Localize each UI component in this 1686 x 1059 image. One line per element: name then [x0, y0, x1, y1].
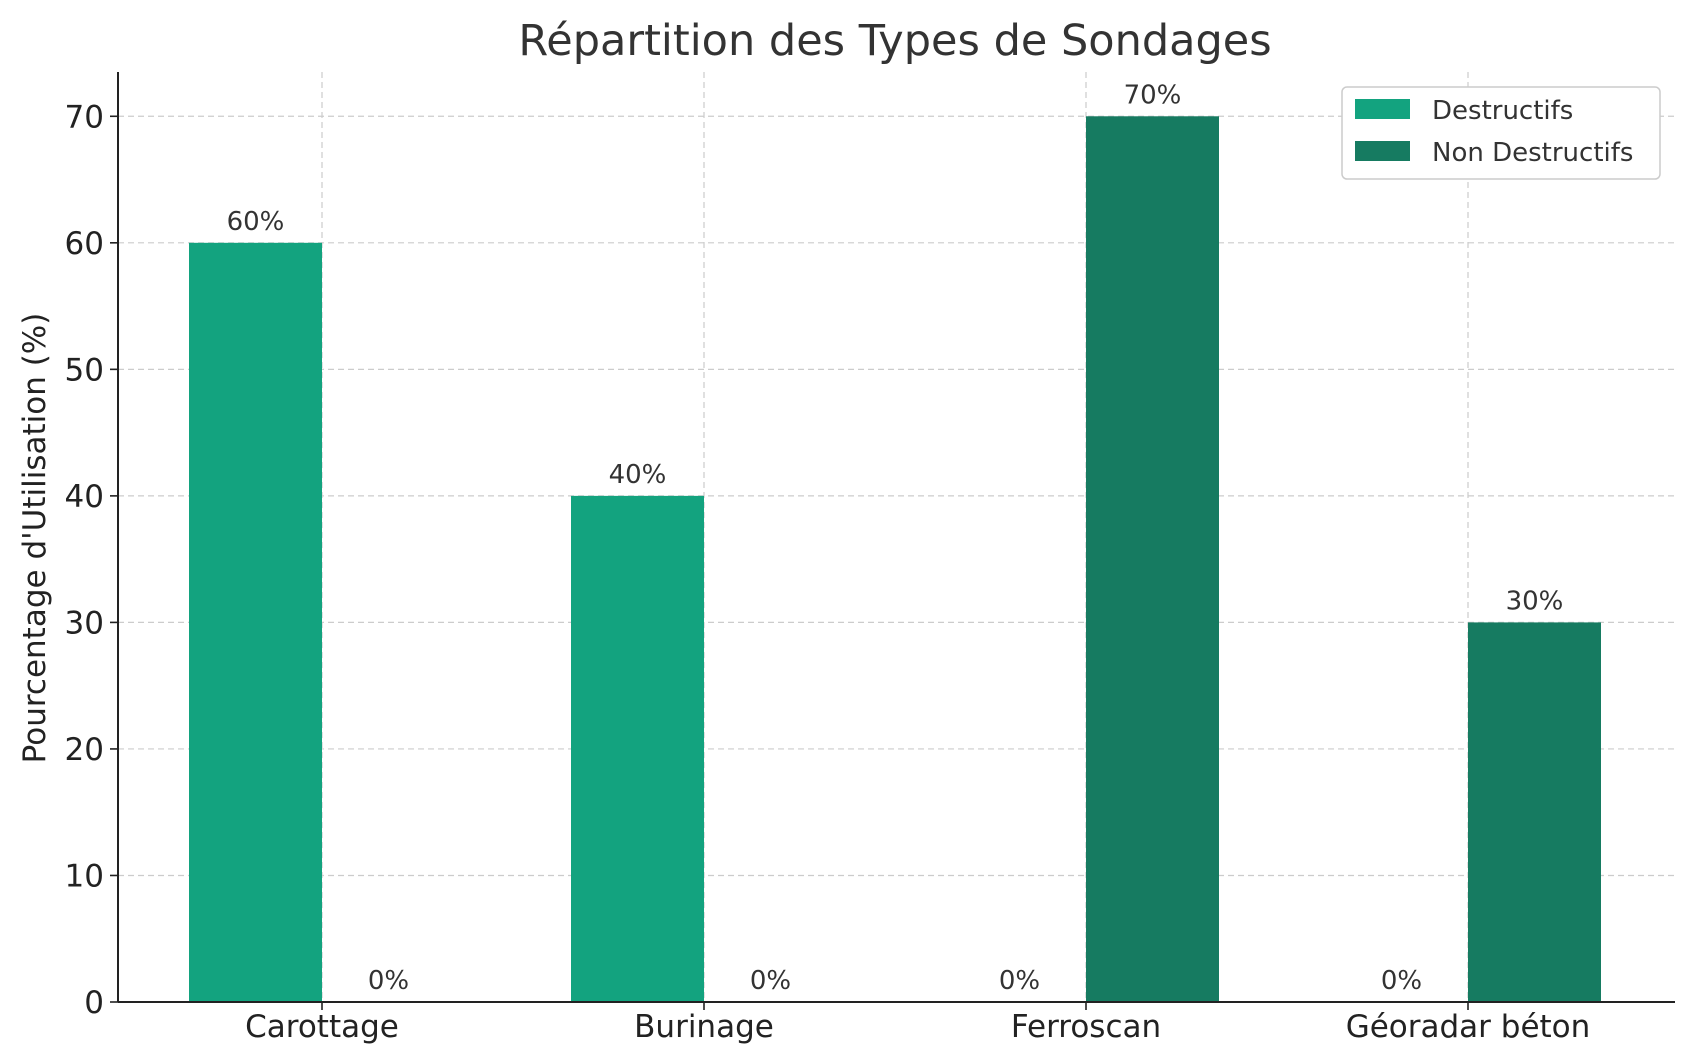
data-labels: 60% 40% 0% 0% 0% 0% 70% 30%: [227, 80, 1564, 996]
chart-title: Répartition des Types de Sondages: [518, 16, 1271, 66]
y-tick-label: 20: [65, 732, 104, 768]
bars: [189, 116, 1601, 1003]
y-tick-label: 10: [65, 858, 104, 894]
data-label: 30%: [1506, 586, 1564, 616]
y-tick-label: 0: [84, 985, 104, 1021]
x-tick-label: Ferroscan: [1011, 1009, 1161, 1045]
legend: Destructifs Non Destructifs: [1341, 86, 1661, 180]
grid: [118, 72, 1675, 1002]
x-categories: Carottage Burinage Ferroscan Géoradar béton: [245, 1002, 1590, 1045]
bar-non-destructifs-2: [1086, 116, 1219, 1003]
y-tick-label: 70: [65, 99, 104, 135]
data-label: 70%: [1124, 80, 1182, 110]
data-label: 0%: [368, 966, 409, 996]
data-label: 40%: [609, 460, 667, 490]
y-axis-label: Pourcentage d'Utilisation (%): [17, 313, 53, 764]
bar-non-destructifs-3: [1468, 622, 1601, 1002]
legend-box: [1341, 86, 1661, 180]
legend-swatch-non-destructifs: [1355, 141, 1410, 161]
legend-swatch-destructifs: [1355, 99, 1410, 119]
bar-destructifs-1: [571, 495, 704, 1002]
x-tick-label: Géoradar béton: [1346, 1009, 1591, 1045]
y-tick-label: 30: [65, 605, 104, 641]
y-tick-label: 40: [65, 479, 104, 515]
axes: [117, 72, 1675, 1003]
legend-label-non-destructifs: Non Destructifs: [1432, 138, 1633, 168]
data-label: 0%: [999, 966, 1040, 996]
x-tick-label: Carottage: [245, 1009, 399, 1045]
y-tick-label: 60: [65, 226, 104, 262]
legend-label-destructifs: Destructifs: [1432, 96, 1573, 126]
data-label: 0%: [750, 966, 791, 996]
y-ticks: 0 10 20 30 40 50 60 70: [65, 99, 118, 1021]
x-tick-label: Burinage: [634, 1009, 774, 1045]
data-label: 0%: [1381, 966, 1422, 996]
data-label: 60%: [227, 207, 285, 237]
y-tick-label: 50: [65, 352, 104, 388]
bar-destructifs-0: [189, 242, 322, 1002]
